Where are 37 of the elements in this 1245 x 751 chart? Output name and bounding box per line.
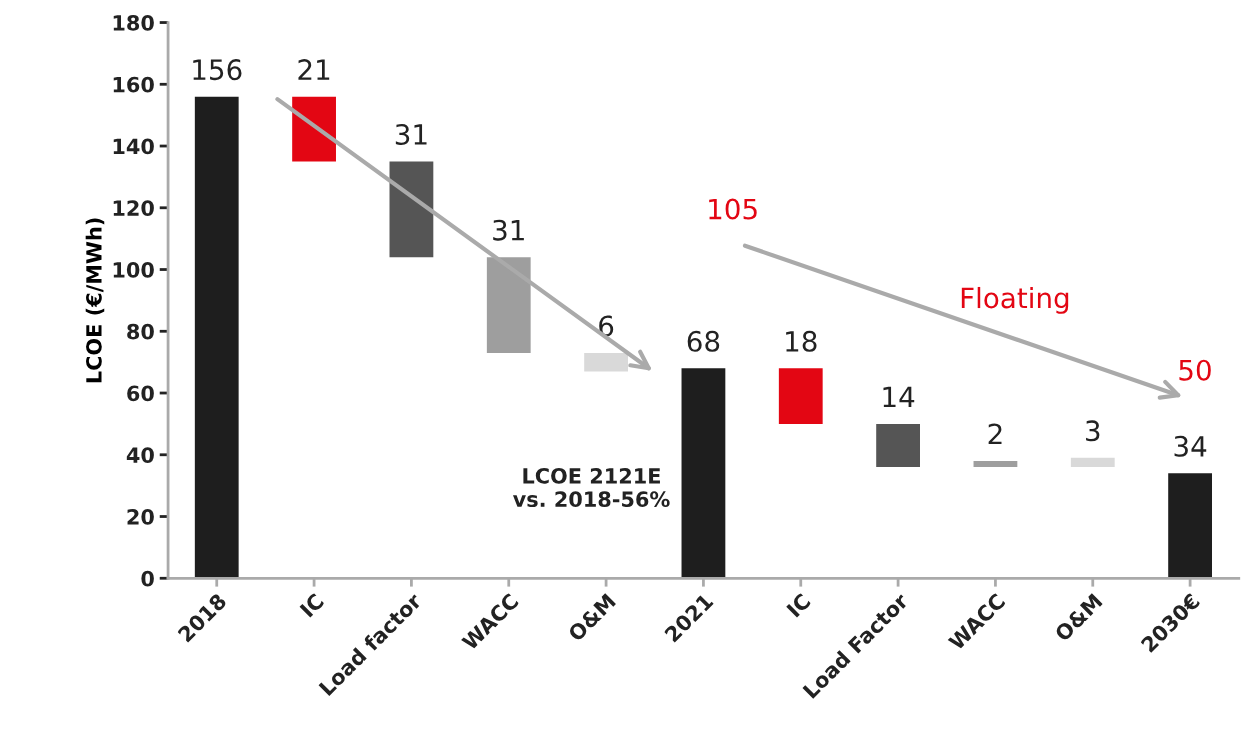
data-label: 156 [193,59,242,81]
y-tick-label: 100 [113,261,154,278]
y-tick-label: 160 [113,76,154,93]
annotation: Floating [961,286,1069,314]
bar [1070,457,1115,468]
x-tick-label: IC [786,592,812,618]
y-tick-label: 140 [113,138,154,155]
bar [292,96,336,162]
annotation: LCOE 2121E vs. 2018-56% [512,467,670,508]
bar [1168,473,1213,579]
y-tick-label: 60 [127,385,154,402]
x-tick-label: IC [299,592,325,618]
data-label: 68 [687,330,720,352]
bar [389,161,434,258]
data-label: 14 [883,386,915,408]
data-label: 31 [395,123,427,145]
data-label: 31 [493,219,524,241]
annotation: 50 [1179,359,1211,381]
bar [973,460,1018,468]
y-tick-label: 120 [113,200,154,216]
y-tick-label: 40 [126,447,154,463]
y-tick-label: 0 [141,570,154,587]
annotation: 105 [709,198,757,220]
bar [778,368,823,424]
y-tick-label: 20 [127,508,154,525]
y-tick-label: 180 [113,14,154,31]
bar [876,423,920,468]
bar [486,257,531,353]
data-label: 18 [786,330,817,352]
y-axis-title: LCOE (€/MWh) [85,218,105,383]
data-label: 3 [1086,420,1100,442]
y-tick-label: 80 [127,323,154,340]
data-label: 21 [298,59,330,80]
bar [681,368,726,579]
data-label: 2 [988,423,1002,445]
bar [194,96,239,579]
data-label: 34 [1174,435,1207,457]
